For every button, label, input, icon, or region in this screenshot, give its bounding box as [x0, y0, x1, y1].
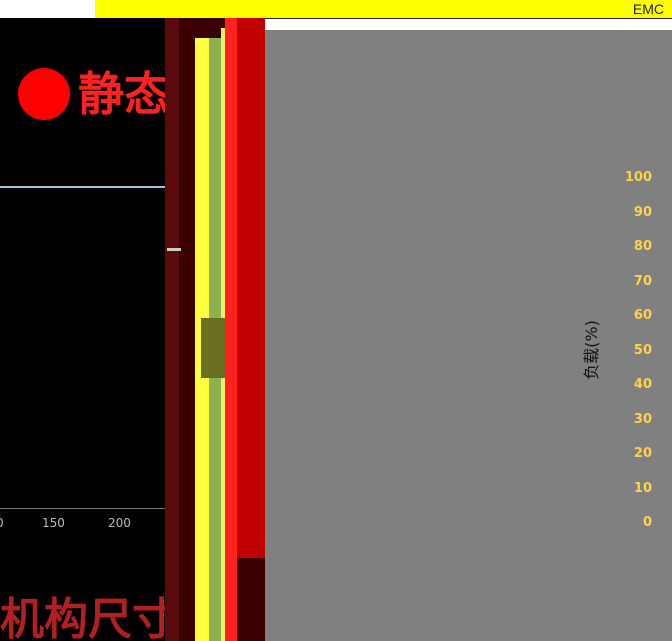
strip-block: [201, 318, 225, 378]
panel-title: 静态: [78, 67, 168, 121]
y-tick-label: 10: [633, 480, 652, 496]
caption: 机构尺寸: [0, 594, 168, 641]
y-tick-label: 50: [633, 342, 652, 358]
y-tick-label: 30: [633, 411, 652, 427]
strip-band: [165, 18, 179, 641]
y-tick-label: 0: [642, 515, 652, 530]
strip-block: [167, 248, 181, 251]
y-tick-label: 40: [633, 377, 652, 392]
strip-band: [237, 18, 265, 558]
strip-band: [225, 18, 237, 641]
x-tick-label: 150: [42, 516, 65, 530]
y-tick-label: 90: [633, 204, 652, 220]
status-dot: [18, 68, 70, 120]
y-tick-label: 80: [633, 239, 652, 254]
right-panel: [265, 30, 672, 641]
y-tick-label: 70: [633, 273, 652, 289]
y-tick-label: 60: [633, 308, 652, 323]
y-tick-label: 20: [633, 446, 652, 461]
left-panel: 静态 机构尺寸 0 150 200: [0, 18, 168, 641]
axis-label: 负载(%): [581, 320, 601, 380]
x-axis: [0, 508, 168, 509]
x-tick-label: 200: [108, 516, 131, 530]
top-bar: EMC: [95, 0, 672, 19]
x-tick-label: 0: [0, 516, 4, 530]
header-label: EMC: [632, 1, 664, 17]
y-tick-label: 100: [624, 170, 652, 185]
reference-line: [0, 186, 168, 188]
glitch-strip: [165, 18, 265, 641]
